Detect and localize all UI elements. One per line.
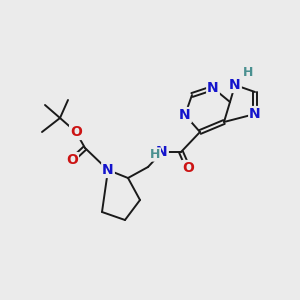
Text: N: N	[229, 78, 241, 92]
Text: O: O	[70, 125, 82, 139]
Text: O: O	[66, 153, 78, 167]
Text: N: N	[179, 108, 191, 122]
Text: N: N	[156, 145, 168, 159]
Text: N: N	[102, 163, 114, 177]
Text: O: O	[182, 161, 194, 175]
Text: H: H	[150, 148, 160, 161]
Text: N: N	[249, 107, 261, 121]
Text: N: N	[207, 81, 219, 95]
Text: H: H	[243, 66, 254, 79]
